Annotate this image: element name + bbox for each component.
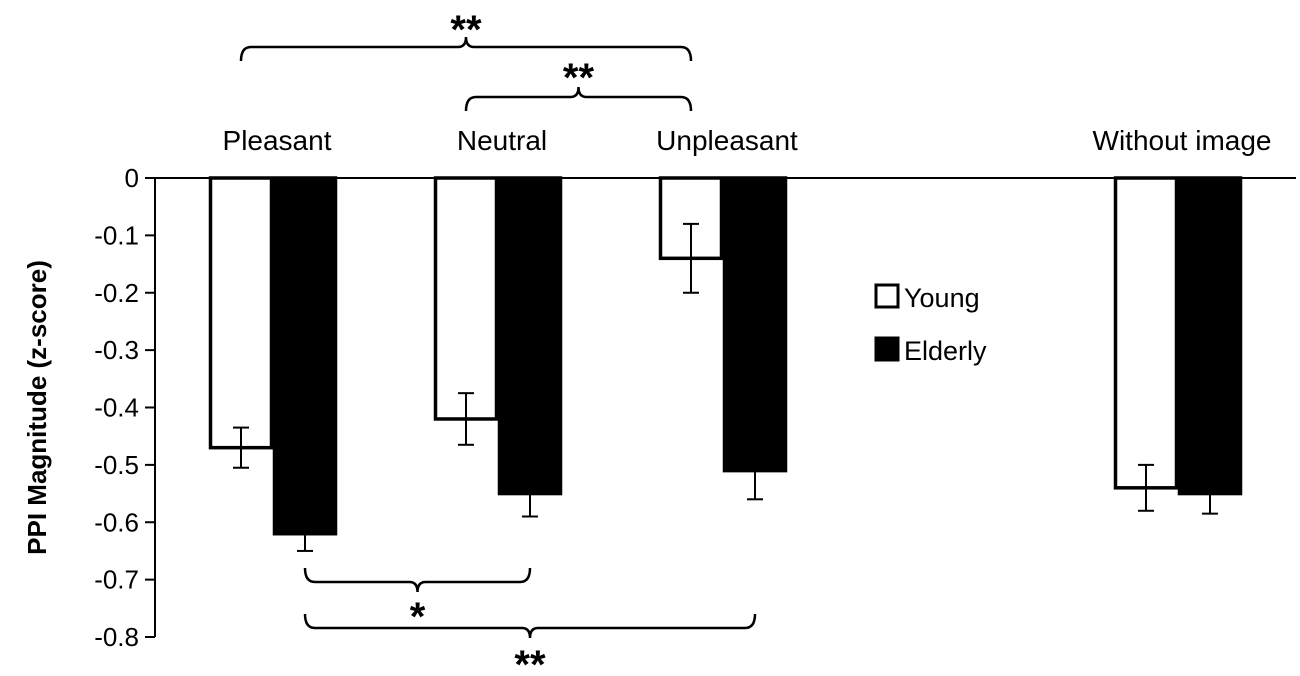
y-tick-label: -0.7	[94, 565, 139, 595]
y-tick-label: -0.5	[94, 450, 139, 480]
bar-young-without-image	[1113, 176, 1179, 490]
significance-label: **	[450, 8, 482, 52]
y-tick-label: -0.4	[94, 393, 139, 423]
significance-label: *	[410, 595, 426, 639]
error-bar-young-pleasant	[233, 426, 249, 469]
error-bar-young-unpleasant	[683, 222, 699, 294]
y-tick-label: -0.1	[94, 220, 139, 250]
legend-swatch-young	[874, 283, 900, 309]
bar-elderly-without-image	[1177, 176, 1243, 496]
y-axis-label: PPI Magnitude (z-score)	[22, 260, 52, 555]
error-bar-elderly-neutral	[522, 469, 538, 518]
significance-bracket-1: **	[239, 8, 693, 62]
significance-layer: *******	[239, 8, 757, 676]
error-bar-elderly-pleasant	[297, 515, 313, 552]
error-bars-layer	[233, 222, 1218, 552]
y-tick-label: -0.6	[94, 507, 139, 537]
error-bar-elderly-unpleasant	[747, 440, 763, 501]
axes-layer	[145, 177, 1296, 638]
significance-bracket-2: **	[464, 56, 693, 112]
y-tick-label: -0.2	[94, 278, 139, 308]
error-bar-elderly-without-image	[1202, 472, 1218, 515]
significance-label: **	[563, 56, 595, 100]
legend: Young Elderly	[874, 283, 987, 366]
bar-elderly-unpleasant	[722, 176, 788, 473]
category-label-pleasant: Pleasant	[223, 125, 332, 156]
bar-elderly-pleasant	[272, 176, 338, 536]
category-label-unpleasant: Unpleasant	[656, 125, 798, 156]
labels-layer: 0 -0.1 -0.2 -0.3 -0.4 -0.5 -0.6 -0.7 -0.8 PPI Mag…	[22, 125, 1271, 652]
legend-label-young: Young	[904, 283, 980, 313]
error-bar-young-neutral	[458, 392, 474, 446]
significance-label: **	[514, 643, 546, 676]
y-tick-label: 0	[125, 163, 139, 193]
bar-young-pleasant	[208, 176, 274, 450]
bar-elderly-neutral	[497, 176, 563, 496]
legend-swatch-elderly	[874, 336, 900, 362]
category-label-without-image: Without image	[1093, 125, 1272, 156]
bar-young-neutral	[433, 176, 499, 421]
category-label-neutral: Neutral	[457, 125, 547, 156]
y-tick-label: -0.3	[94, 335, 139, 365]
y-tick-label: -0.8	[94, 622, 139, 652]
error-bar-young-without-image	[1138, 463, 1154, 512]
significance-bracket-4: **	[303, 613, 757, 676]
bars-layer	[208, 176, 1243, 536]
legend-label-elderly: Elderly	[904, 336, 987, 366]
